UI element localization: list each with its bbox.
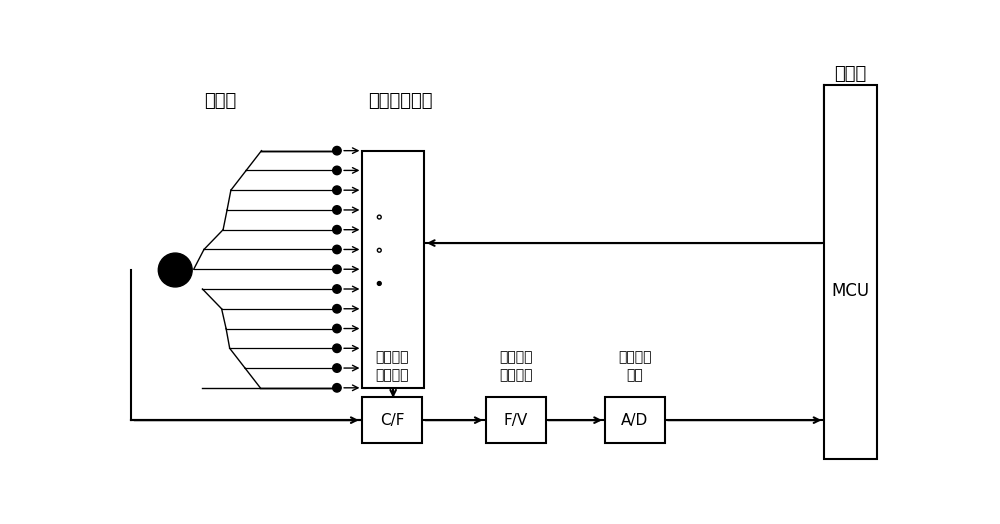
- Circle shape: [158, 253, 192, 287]
- Circle shape: [333, 344, 341, 353]
- Circle shape: [333, 324, 341, 333]
- Circle shape: [377, 281, 381, 286]
- Text: 频率电压
转换电路: 频率电压 转换电路: [499, 350, 532, 383]
- Text: 模数转换
电路: 模数转换 电路: [618, 350, 652, 383]
- Circle shape: [333, 225, 341, 234]
- Text: 电容器: 电容器: [204, 92, 236, 110]
- FancyBboxPatch shape: [362, 397, 422, 443]
- Circle shape: [333, 186, 341, 194]
- Text: 多路切换开关: 多路切换开关: [369, 92, 433, 110]
- FancyBboxPatch shape: [824, 85, 877, 458]
- FancyBboxPatch shape: [605, 397, 665, 443]
- Circle shape: [333, 206, 341, 214]
- Circle shape: [333, 166, 341, 174]
- FancyBboxPatch shape: [362, 151, 424, 388]
- FancyBboxPatch shape: [486, 397, 546, 443]
- Text: C/F: C/F: [380, 413, 405, 428]
- Text: 处理器: 处理器: [834, 64, 867, 83]
- Circle shape: [333, 245, 341, 254]
- Text: 电容频率
转换电路: 电容频率 转换电路: [376, 350, 409, 383]
- Circle shape: [333, 146, 341, 155]
- Text: F/V: F/V: [503, 413, 528, 428]
- Text: A/D: A/D: [621, 413, 649, 428]
- Circle shape: [333, 265, 341, 274]
- Circle shape: [333, 304, 341, 313]
- Text: MCU: MCU: [831, 281, 870, 300]
- Circle shape: [333, 364, 341, 372]
- Circle shape: [333, 384, 341, 392]
- Circle shape: [333, 285, 341, 293]
